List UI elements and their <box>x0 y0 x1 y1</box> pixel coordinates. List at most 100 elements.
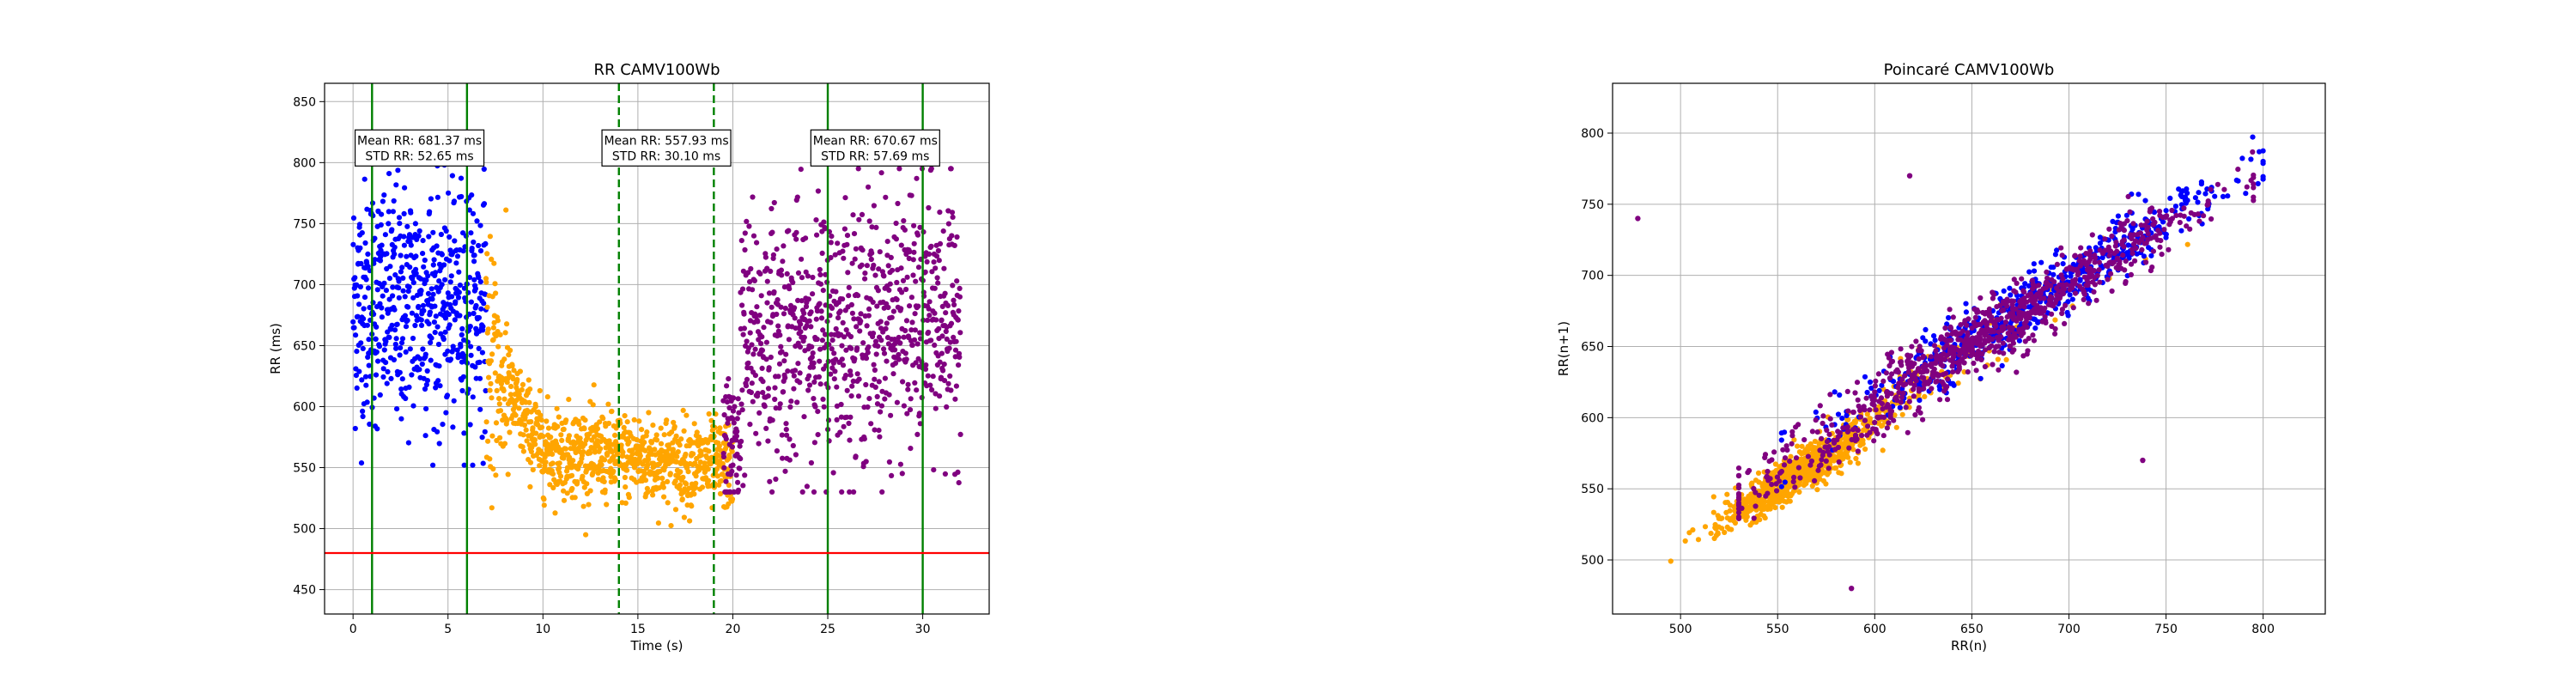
rr-data-point <box>501 441 508 447</box>
rr-data-point <box>559 437 565 443</box>
rr-data-point <box>441 262 447 268</box>
poincare-data-point <box>2011 277 2017 283</box>
rr-data-point <box>954 278 960 284</box>
rr-data-point <box>943 310 949 316</box>
rr-data-point <box>489 505 495 511</box>
rr-data-point <box>451 198 458 204</box>
rr-data-point <box>634 436 640 443</box>
poincare-data-point <box>2106 226 2112 232</box>
poincare-data-point <box>2097 234 2103 240</box>
poincare-data-point <box>1937 397 1943 403</box>
poincare-data-point <box>1850 441 1856 447</box>
poincare-data-point <box>1929 361 1935 367</box>
rr-data-point <box>645 462 651 468</box>
poincare-data-point <box>2157 230 2163 236</box>
poincare-data-point <box>2169 207 2175 214</box>
poincare-data-point <box>2225 193 2231 199</box>
poincare-data-point <box>1783 443 1789 449</box>
rr-data-point <box>933 391 939 397</box>
rr-data-point <box>756 313 762 319</box>
poincare-data-point <box>2008 292 2014 298</box>
rr-data-point <box>420 238 426 244</box>
rr-data-point <box>764 300 770 306</box>
poincare-data-point <box>2060 291 2066 297</box>
poincare-data-point <box>1899 394 1905 400</box>
rr-data-point <box>782 468 788 474</box>
rr-data-point <box>717 425 723 431</box>
poincare-data-point <box>2007 285 2013 291</box>
rr-data-point <box>953 338 959 344</box>
rr-data-point <box>497 331 503 337</box>
rr-data-point <box>896 356 902 362</box>
poincare-data-point <box>1944 342 1950 348</box>
rr-data-point <box>554 405 560 411</box>
poincare-data-point <box>2184 198 2190 204</box>
rr-data-point <box>849 310 856 316</box>
rr-data-point <box>893 220 899 227</box>
rr-data-point <box>957 354 963 360</box>
rr-data-point <box>456 289 462 295</box>
poincare-data-point <box>1978 295 1984 301</box>
poincare-data-point <box>2187 226 2193 232</box>
rr-data-point <box>868 421 874 427</box>
rr-data-point <box>413 253 419 259</box>
rr-data-point <box>803 303 810 310</box>
poincare-chart-x-tick-label: 650 <box>1960 623 1984 636</box>
rr-data-point <box>835 315 841 321</box>
poincare-data-point <box>2017 309 2023 316</box>
poincare-data-point <box>1813 417 1819 423</box>
rr-data-point <box>775 297 781 303</box>
rr-data-point <box>901 334 907 340</box>
poincare-data-point <box>2159 252 2165 258</box>
rr-data-point <box>620 449 626 455</box>
poincare-data-point <box>1990 327 1996 334</box>
rr-data-point <box>857 328 863 334</box>
rr-data-point <box>829 234 835 240</box>
poincare-data-point <box>1864 411 1870 417</box>
rr-data-point <box>355 293 361 299</box>
rr-data-point <box>396 215 403 221</box>
rr-data-point <box>842 195 848 201</box>
poincare-data-point <box>2009 301 2015 307</box>
rr-data-point <box>957 285 963 291</box>
poincare-data-point <box>1832 389 1838 395</box>
rr-data-point <box>954 234 960 240</box>
poincare-data-point <box>2022 281 2028 287</box>
poincare-data-point <box>2049 311 2055 317</box>
poincare-data-point <box>1982 311 1988 317</box>
rr-data-point <box>926 251 933 257</box>
rr-data-point <box>762 404 768 410</box>
rr-data-point <box>902 327 908 334</box>
rr-data-point <box>374 426 380 432</box>
poincare-data-point <box>2054 292 2060 298</box>
rr-data-point <box>780 258 786 264</box>
rr-data-point <box>489 395 495 401</box>
poincare-data-point <box>2029 277 2035 283</box>
rr-data-point <box>442 315 449 321</box>
rr-data-point <box>887 281 893 287</box>
rr-data-point <box>748 265 754 272</box>
rr-data-point <box>907 303 913 309</box>
poincare-data-point <box>1668 558 1674 564</box>
rr-data-point <box>431 257 437 263</box>
poincare-data-point <box>2105 244 2111 250</box>
poincare-data-point <box>1873 427 1879 433</box>
rr-data-point <box>626 495 632 501</box>
rr-chart-x-tick-label: 10 <box>535 623 550 636</box>
rr-data-point <box>362 240 368 246</box>
poincare-data-point <box>2144 218 2150 224</box>
poincare-data-point <box>2127 209 2133 215</box>
rr-data-point <box>730 408 737 414</box>
rr-data-point <box>550 471 556 477</box>
rr-data-point <box>435 341 442 348</box>
rr-data-point <box>871 262 877 268</box>
poincare-data-point <box>1853 455 1859 462</box>
rr-data-point <box>791 386 797 392</box>
rr-data-point <box>730 416 736 422</box>
poincare-data-point <box>1978 335 1984 341</box>
rr-data-point <box>848 301 855 307</box>
poincare-data-point <box>2027 297 2033 303</box>
rr-data-point <box>418 288 424 294</box>
poincare-data-point <box>1827 392 1833 398</box>
poincare-data-point <box>1855 397 1861 403</box>
